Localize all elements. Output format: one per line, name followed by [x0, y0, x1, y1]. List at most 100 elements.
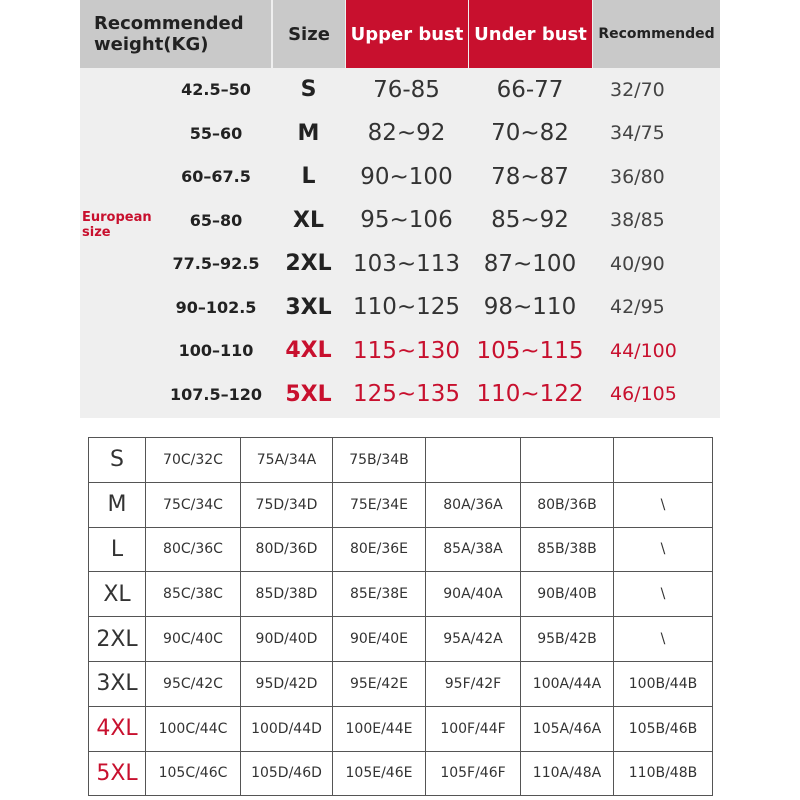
- bottom-cell: 75C/34C: [145, 481, 241, 528]
- bottom-cell: 80A/36A: [425, 481, 521, 528]
- bottom-cell: [520, 437, 614, 483]
- top-cell: 103~113: [352, 250, 461, 277]
- top-cell: 110~125: [352, 294, 461, 321]
- bottom-cell: 90C/40C: [145, 616, 241, 662]
- bottom-cell: 90E/40E: [332, 616, 426, 662]
- top-cell: M: [297, 120, 320, 146]
- top-cell: 36/80: [610, 165, 665, 188]
- top-cell: 95~106: [360, 207, 453, 234]
- bottom-cell: 70C/32C: [145, 437, 241, 483]
- top-cell: 76-85: [373, 76, 440, 103]
- bottom-cell: 90B/40B: [520, 571, 614, 618]
- bottom-cell: L: [88, 526, 146, 573]
- bottom-cell: 105E/46E: [332, 750, 426, 797]
- top-cell: 77.5–92.5: [172, 254, 260, 274]
- top-cell: 38/85: [610, 209, 665, 232]
- top-cell: 98~110: [483, 294, 577, 321]
- top-cell: 125~135: [352, 381, 461, 408]
- top-cell: S: [300, 77, 317, 103]
- bottom-cell: 85A/38A: [425, 526, 521, 573]
- top-cell: 85~92: [491, 207, 569, 234]
- bottom-cell: 100D/44D: [240, 705, 333, 752]
- bottom-cell: 2XL: [88, 616, 146, 662]
- bottom-cell: 95E/42E: [332, 661, 426, 707]
- bottom-cell: M: [88, 481, 146, 528]
- bottom-cell: 80B/36B: [520, 481, 614, 528]
- top-cell: L: [301, 164, 316, 190]
- bottom-cell: 75E/34E: [332, 481, 426, 528]
- bottom-cell: 85D/38D: [240, 571, 333, 618]
- header-cell: Recommended weight(KG): [80, 0, 271, 68]
- bottom-cell: 85C/38C: [145, 571, 241, 618]
- top-cell: 100–110: [178, 341, 254, 361]
- bottom-cell: 80D/36D: [240, 526, 333, 573]
- bottom-cell: 105D/46D: [240, 750, 333, 797]
- top-cell: 46/105: [610, 383, 677, 406]
- top-cell: 107.5–120: [169, 384, 262, 404]
- top-cell: 66-77: [496, 76, 564, 103]
- top-cell: 42.5–50: [181, 80, 251, 100]
- top-cell: 55–60: [189, 123, 243, 143]
- bottom-cell: 110A/48A: [520, 750, 614, 797]
- top-cell: 105~115: [476, 337, 584, 364]
- bottom-cell: 105F/46F: [425, 750, 521, 797]
- top-cell: 3XL: [285, 294, 332, 320]
- bottom-cell: 95D/42D: [240, 661, 333, 707]
- top-cell: 78~87: [491, 163, 569, 190]
- side-label: European size: [82, 210, 152, 240]
- top-cell: 115~130: [352, 337, 461, 364]
- bottom-cell: 95A/42A: [425, 616, 521, 662]
- top-cell: 90–102.5: [175, 297, 257, 317]
- top-cell: 90~100: [360, 163, 453, 190]
- bottom-cell: 3XL: [88, 661, 146, 707]
- bottom-cell: [613, 437, 713, 483]
- top-cell: 70~82: [491, 120, 569, 147]
- bottom-cell: \: [613, 571, 713, 618]
- bottom-cell: 85B/38B: [520, 526, 614, 573]
- bottom-cell: 110B/48B: [613, 750, 713, 797]
- bottom-cell: 4XL: [88, 705, 146, 752]
- bottom-cell: 100C/44C: [145, 705, 241, 752]
- top-cell: 32/70: [610, 78, 665, 101]
- top-cell: 34/75: [610, 122, 665, 145]
- bottom-cell: 75D/34D: [240, 481, 333, 528]
- top-cell: 82~92: [367, 120, 446, 147]
- bottom-cell: 95B/42B: [520, 616, 614, 662]
- top-cell: 60–67.5: [181, 167, 251, 187]
- top-cell: 87~100: [483, 250, 577, 277]
- bottom-cell: 75A/34A: [240, 437, 333, 483]
- top-cell: 110~122: [476, 381, 584, 408]
- bottom-cell: 100B/44B: [613, 661, 713, 707]
- top-cell: 4XL: [285, 338, 332, 364]
- bottom-cell: 95C/42C: [145, 661, 241, 707]
- bottom-cell: 95F/42F: [425, 661, 521, 707]
- bottom-cell: XL: [88, 571, 146, 618]
- bottom-cell: 75B/34B: [332, 437, 426, 483]
- top-cell: XL: [293, 207, 324, 233]
- bottom-cell: 90D/40D: [240, 616, 333, 662]
- top-cell: 65–80: [189, 210, 243, 230]
- bottom-cell: 100E/44E: [332, 705, 426, 752]
- bottom-cell: [425, 437, 521, 483]
- bottom-cell: 85E/38E: [332, 571, 426, 618]
- top-cell: 42/95: [610, 296, 665, 319]
- header-cell: Under bust: [469, 0, 592, 68]
- bottom-cell: \: [613, 481, 713, 528]
- bottom-cell: 90A/40A: [425, 571, 521, 618]
- bottom-cell: 100F/44F: [425, 705, 521, 752]
- header-cell: Upper bust: [346, 0, 468, 68]
- header-cell: Size: [273, 0, 345, 68]
- bottom-cell: 105B/46B: [613, 705, 713, 752]
- top-cell: 2XL: [285, 251, 332, 277]
- top-table: [80, 0, 720, 418]
- bottom-cell: 105A/46A: [520, 705, 614, 752]
- bottom-cell: 80E/36E: [332, 526, 426, 573]
- bottom-cell: 80C/36C: [145, 526, 241, 573]
- header-cell: Recommended: [593, 0, 720, 68]
- bottom-cell: 100A/44A: [520, 661, 614, 707]
- bottom-cell: \: [613, 616, 713, 662]
- bottom-cell: S: [88, 437, 146, 483]
- bottom-cell: \: [613, 526, 713, 573]
- top-cell: 44/100: [610, 339, 677, 362]
